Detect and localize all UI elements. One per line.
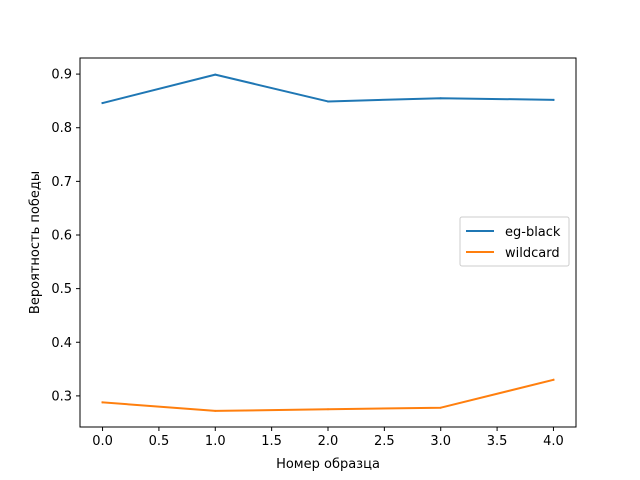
data-point-wildcard [552,378,555,381]
y-tick-label: 0.6 [51,228,72,243]
x-tick-label: 0.5 [149,434,170,449]
x-axis-label: Номер образца [276,457,380,472]
x-tick-label: 2.0 [318,434,339,449]
data-point-eg-black [214,73,217,76]
data-point-eg-black [552,98,555,101]
x-tick-label: 2.5 [374,434,395,449]
y-tick-label: 0.7 [51,175,72,190]
y-tick-label: 0.5 [51,282,72,297]
legend-label-eg-black: eg-black [505,225,561,240]
y-tick-label: 0.3 [51,389,72,404]
x-tick-label: 3.0 [430,434,451,449]
data-point-wildcard [327,408,329,411]
data-point-wildcard [101,401,104,404]
data-point-wildcard [214,409,217,412]
x-tick-label: 1.0 [205,434,226,449]
y-tick-label: 0.4 [51,336,72,351]
y-axis-label: Вероятность победы [28,171,43,314]
legend-box [459,216,570,267]
data-point-eg-black [439,97,442,100]
x-tick-label: 3.5 [487,434,508,449]
series-layer [101,73,555,412]
data-point-eg-black [101,102,104,105]
y-axis-ticks: 0.3 0.4 0.5 0.6 0.7 0.8 0.9 [51,68,80,404]
x-tick-label: 4.0 [543,434,564,449]
legend-label-wildcard: wildcard [505,246,560,261]
x-tick-label: 0.0 [92,434,113,449]
data-point-wildcard [439,406,442,409]
x-tick-label: 1.5 [261,434,282,449]
legend: eg-black wildcard [459,216,570,267]
y-tick-label: 0.9 [51,68,72,83]
y-tick-label: 0.8 [51,121,72,136]
data-point-eg-black [327,100,329,103]
x-axis-ticks: 0.0 0.5 1.0 1.5 2.0 2.5 3.0 3.5 4.0 [92,427,564,449]
